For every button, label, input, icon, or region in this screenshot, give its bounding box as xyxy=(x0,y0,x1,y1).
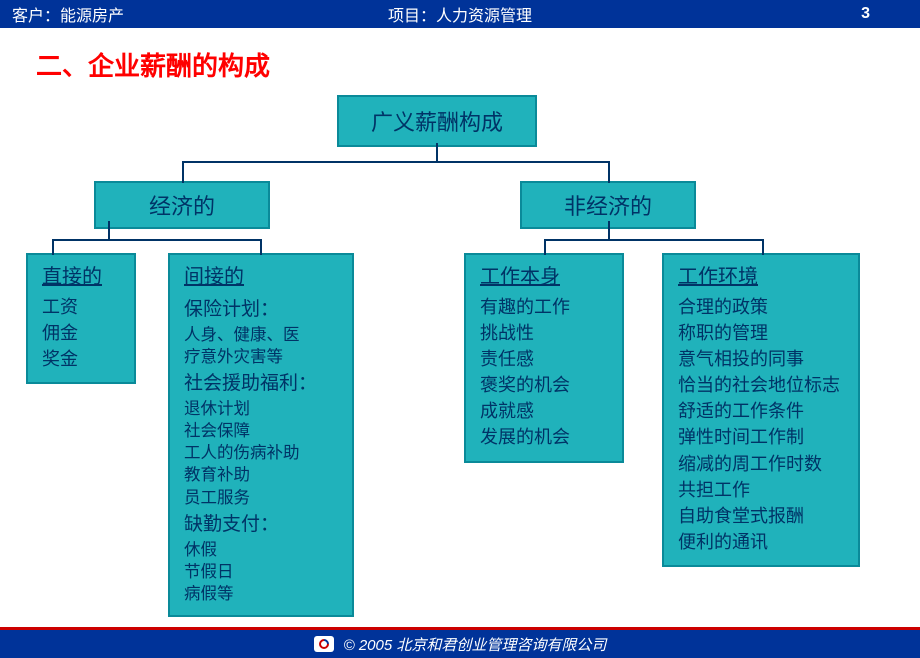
leaf-line: 成就感 xyxy=(480,398,610,424)
leaf-small-line: 节假日 xyxy=(184,561,340,583)
slide-title: 二、企业薪酬的构成 xyxy=(36,46,920,83)
node-env: 工作环境合理的政策称职的管理意气相投的同事恰当的社会地位标志舒适的工作条件弹性时… xyxy=(662,253,860,567)
leaf-line: 舒适的工作条件 xyxy=(678,398,846,424)
leaf-line: 称职的管理 xyxy=(678,320,846,346)
leaf-line: 恰当的社会地位标志 xyxy=(678,372,846,398)
leaf-small-line: 病假等 xyxy=(184,583,340,605)
leaf-small-line: 工人的伤病补助 xyxy=(184,442,340,464)
leaf-title: 工作本身 xyxy=(480,263,610,292)
leaf-line: 挑战性 xyxy=(480,320,610,346)
header-bar: 客户：能源房产 项目：人力资源管理 3 xyxy=(0,0,920,28)
footer-bar: © 2005 北京和君创业管理咨询有限公司 xyxy=(0,630,920,658)
connector-line xyxy=(108,221,110,241)
leaf-title: 直接的 xyxy=(42,263,122,292)
leaf-small-line: 退休计划 xyxy=(184,398,340,420)
connector-line xyxy=(52,239,262,241)
leaf-small-line: 人身、健康、医 xyxy=(184,324,340,346)
leaf-title: 间接的 xyxy=(184,263,340,292)
leaf-line: 有趣的工作 xyxy=(480,294,610,320)
leaf-line: 弹性时间工作制 xyxy=(678,424,846,450)
tree-diagram: 广义薪酬构成经济的非经济的直接的工资佣金奖金间接的保险计划：人身、健康、医疗意外… xyxy=(0,93,920,623)
connector-line xyxy=(544,239,546,255)
leaf-line: 奖金 xyxy=(42,346,122,372)
leaf-line: 便利的通讯 xyxy=(678,529,846,555)
connector-line xyxy=(182,161,184,183)
leaf-subtitle: 缺勤支付： xyxy=(184,511,340,539)
leaf-line: 共担工作 xyxy=(678,477,846,503)
header-project: 项目：人力资源管理 xyxy=(388,2,532,26)
leaf-small-line: 教育补助 xyxy=(184,464,340,486)
leaf-line: 责任感 xyxy=(480,346,610,372)
node-jobitself: 工作本身有趣的工作挑战性责任感褒奖的机会成就感发展的机会 xyxy=(464,253,624,463)
header-pagenum: 3 xyxy=(861,5,870,23)
node-econ: 经济的 xyxy=(94,181,270,229)
leaf-small-line: 社会保障 xyxy=(184,420,340,442)
node-root: 广义薪酬构成 xyxy=(337,95,537,147)
leaf-line: 意气相投的同事 xyxy=(678,346,846,372)
leaf-line: 合理的政策 xyxy=(678,294,846,320)
leaf-title: 工作环境 xyxy=(678,263,846,292)
connector-line xyxy=(608,161,610,183)
connector-line xyxy=(182,161,610,163)
connector-line xyxy=(52,239,54,255)
leaf-line: 缩减的周工作时数 xyxy=(678,451,846,477)
leaf-line: 褒奖的机会 xyxy=(480,372,610,398)
connector-line xyxy=(544,239,764,241)
leaf-small-line: 休假 xyxy=(184,539,340,561)
leaf-line: 发展的机会 xyxy=(480,424,610,450)
leaf-small-line: 疗意外灾害等 xyxy=(184,346,340,368)
footer-logo-icon xyxy=(314,636,334,652)
leaf-line: 佣金 xyxy=(42,320,122,346)
leaf-line: 自助食堂式报酬 xyxy=(678,503,846,529)
leaf-subtitle: 社会援助福利： xyxy=(184,370,340,398)
node-indirect: 间接的保险计划：人身、健康、医疗意外灾害等社会援助福利：退休计划社会保障工人的伤… xyxy=(168,253,354,617)
connector-line xyxy=(260,239,262,255)
connector-line xyxy=(762,239,764,255)
footer-text: © 2005 北京和君创业管理咨询有限公司 xyxy=(344,634,607,655)
header-client: 客户：能源房产 xyxy=(12,2,124,26)
connector-line xyxy=(608,221,610,241)
node-direct: 直接的工资佣金奖金 xyxy=(26,253,136,384)
leaf-small-line: 员工服务 xyxy=(184,487,340,509)
leaf-line: 工资 xyxy=(42,294,122,320)
connector-line xyxy=(436,143,438,163)
leaf-subtitle: 保险计划： xyxy=(184,296,340,324)
